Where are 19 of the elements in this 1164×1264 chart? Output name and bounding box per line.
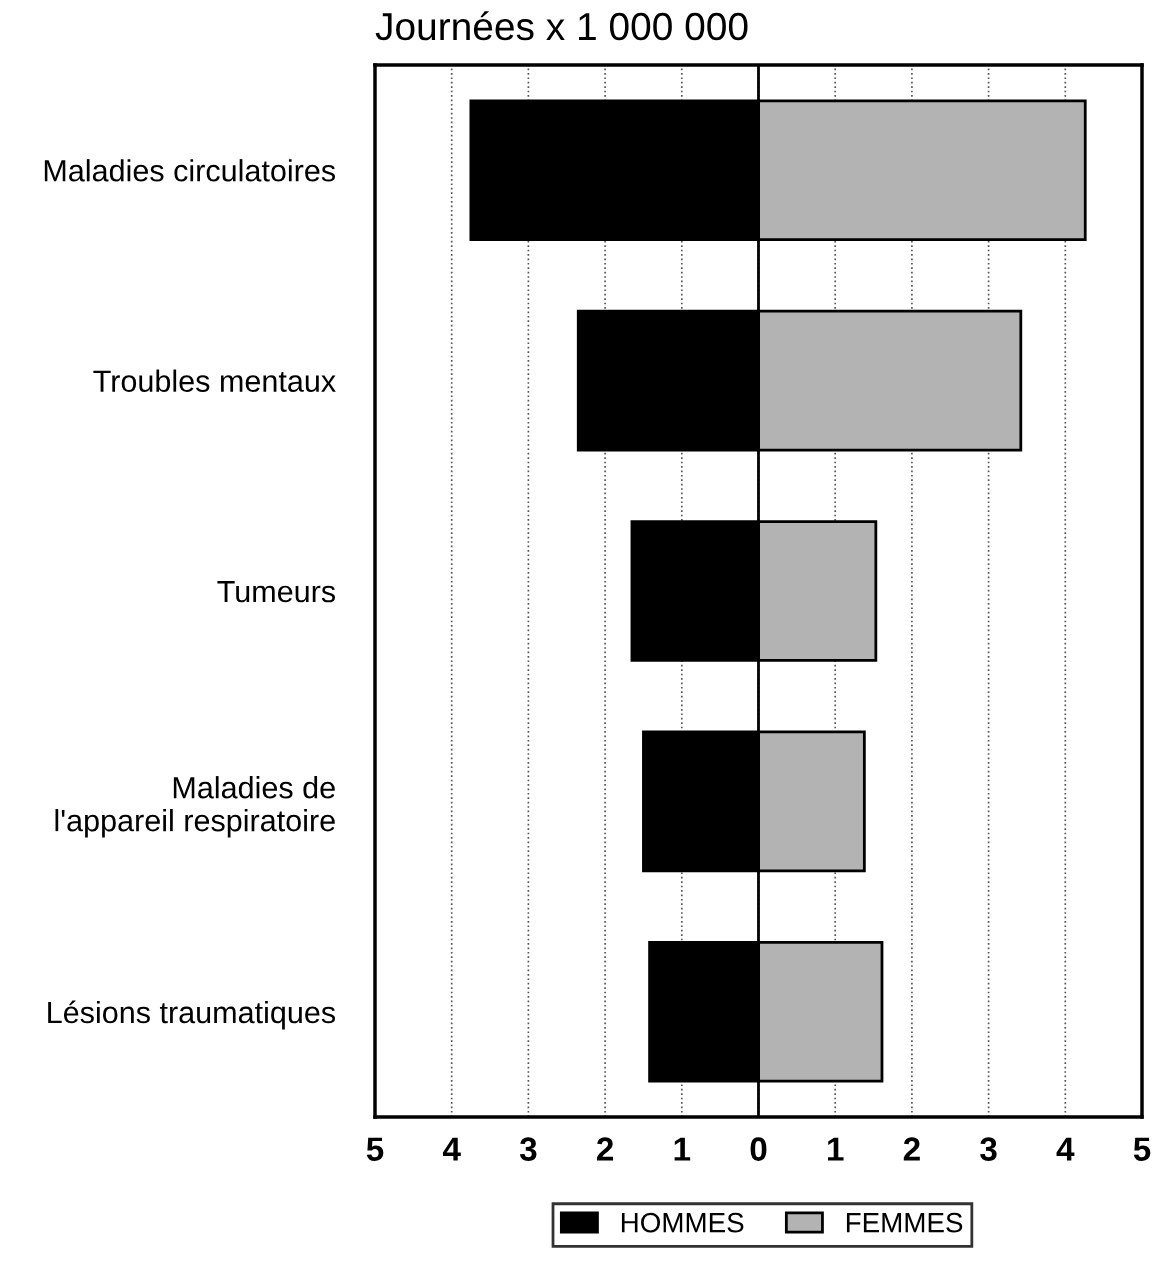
x-tick-label: 0 bbox=[750, 1137, 767, 1161]
legend-label: FEMMES bbox=[846, 1212, 963, 1233]
x-tick-label: 2 bbox=[903, 1137, 920, 1161]
x-tick-label: 5 bbox=[366, 1137, 384, 1161]
legend-label: HOMMES bbox=[621, 1212, 744, 1233]
x-tick-label: 1 bbox=[828, 1137, 844, 1161]
x-tick-label: 2 bbox=[596, 1137, 614, 1161]
y-tick-label: Tumeurs bbox=[217, 581, 336, 603]
y-tick-label: Troubles mentaux bbox=[93, 369, 336, 392]
x-tick-label: 4 bbox=[1056, 1137, 1075, 1161]
x-tick-label: 4 bbox=[442, 1137, 461, 1161]
x-tick-label: 3 bbox=[519, 1137, 537, 1161]
y-tick-label: Lésions traumatiques bbox=[48, 1000, 336, 1030]
y-tick-label: Maladies circulatoires bbox=[44, 159, 336, 182]
x-tick-label: 1 bbox=[674, 1137, 691, 1161]
chart-title: Journées x 1 000 000 bbox=[375, 11, 748, 41]
x-tick-label: 3 bbox=[980, 1137, 997, 1161]
x-tick-label: 5 bbox=[1133, 1137, 1151, 1161]
y-tick-label: Maladies de l'appareil respiratoire bbox=[55, 776, 335, 838]
